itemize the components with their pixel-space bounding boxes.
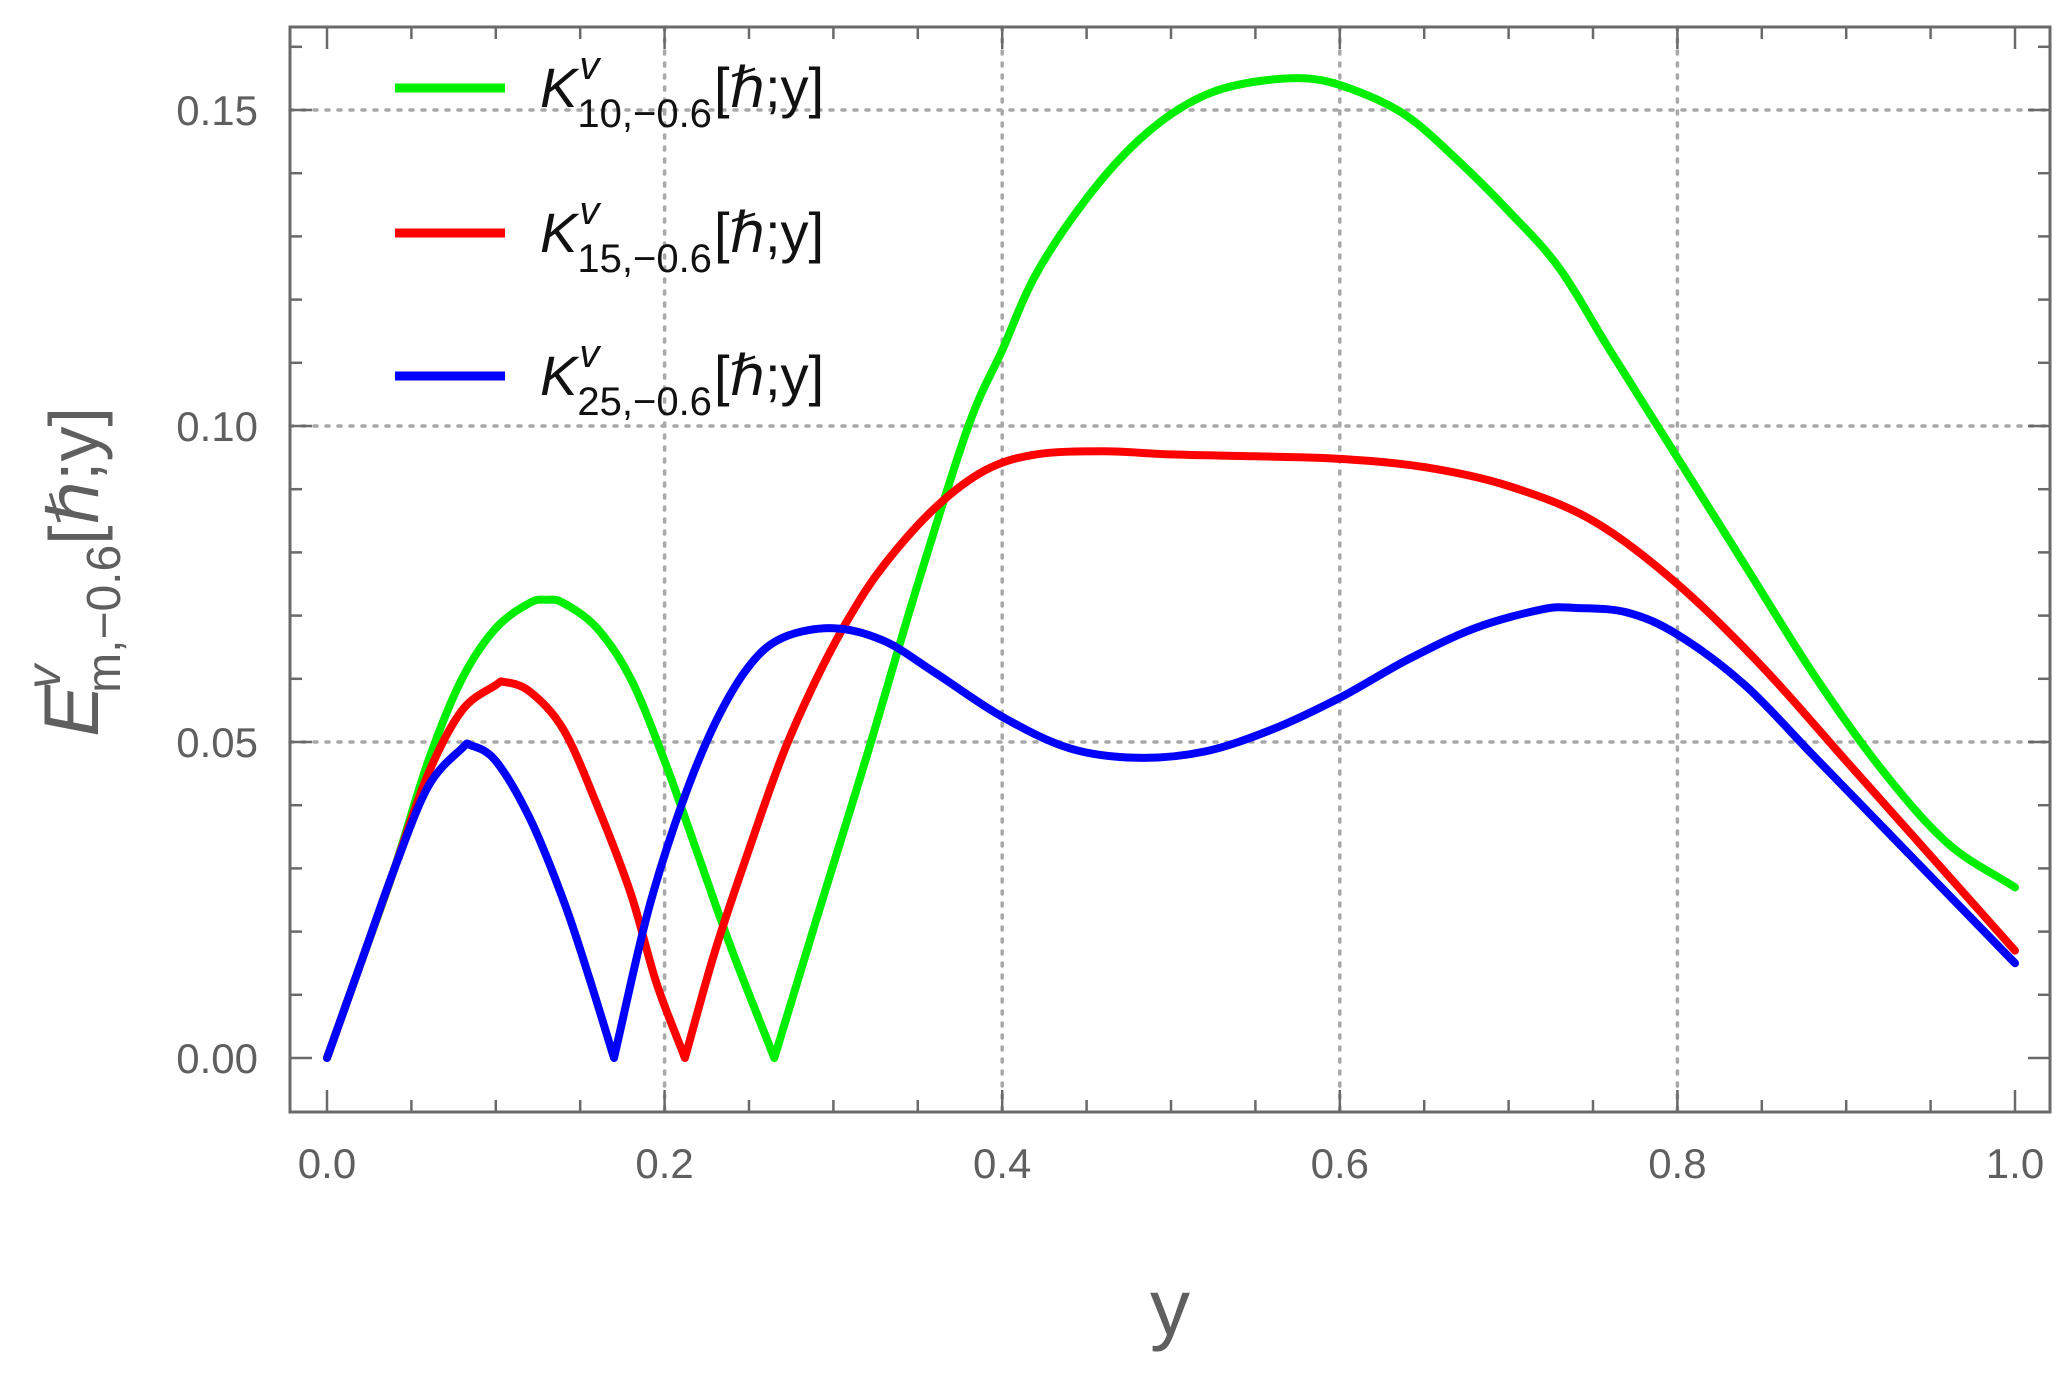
legend-label: Kv 15,−0.6[ℏ;y] <box>540 189 824 281</box>
x-tick-label: 0.4 <box>973 1140 1031 1187</box>
y-tick-label: 0.15 <box>176 87 258 134</box>
x-tick-labels: 0.0 0.2 0.4 0.6 0.8 1.0 <box>298 1140 2044 1187</box>
legend-label-base: K <box>540 201 580 264</box>
legend-label-superscript: v <box>579 332 601 376</box>
y-axis-title-superscript: v <box>18 662 71 689</box>
y-axis-title-base: E <box>27 684 115 737</box>
x-tick-label: 0.8 <box>1648 1140 1706 1187</box>
series-layer <box>323 74 2019 1062</box>
tick-layer <box>290 27 2050 1112</box>
y-axis-title-subscript: m,−0.6 <box>78 545 131 693</box>
x-tick-label: 1.0 <box>1986 1140 2044 1187</box>
legend-item: Kv 15,−0.6[ℏ;y] <box>395 189 824 281</box>
y-tick-label: 0.05 <box>176 719 258 766</box>
legend-label: Kv 10,−0.6[ℏ;y] <box>540 44 824 136</box>
legend-item: Kv 25,−0.6[ℏ;y] <box>395 332 824 424</box>
legend-label-args: [ℏ;y] <box>714 201 824 264</box>
legend-label-superscript: v <box>579 189 601 233</box>
legend-label-args: [ℏ;y] <box>714 56 824 119</box>
legend: Kv 10,−0.6[ℏ;y] Kv 15,−0.6[ℏ;y] Kv 25,−0.6[… <box>395 44 824 424</box>
x-tick-label: 0.2 <box>635 1140 693 1187</box>
legend-label-subscript: 15,−0.6 <box>577 237 712 281</box>
plot-frame <box>288 25 2052 1114</box>
series-line <box>323 447 2019 1062</box>
legend-label: Kv 25,−0.6[ℏ;y] <box>540 332 824 424</box>
y-tick-label: 0.00 <box>176 1035 258 1082</box>
legend-label-subscript: 25,−0.6 <box>577 380 712 424</box>
y-tick-labels: 0.00 0.05 0.10 0.15 <box>176 87 258 1082</box>
legend-label-base: K <box>540 56 580 119</box>
legend-item: Kv 10,−0.6[ℏ;y] <box>395 44 824 136</box>
y-axis-title-args: [ℏ;y] <box>35 407 113 545</box>
series-line <box>323 603 2019 1062</box>
legend-label-subscript: 10,−0.6 <box>577 92 712 136</box>
legend-label-args: [ℏ;y] <box>714 344 824 407</box>
legend-label-base: K <box>540 344 580 407</box>
legend-label-superscript: v <box>579 44 601 88</box>
x-axis-title: y <box>1150 1263 1190 1352</box>
y-tick-label: 0.10 <box>176 403 258 450</box>
series-line <box>323 74 2019 1062</box>
x-tick-label: 0.6 <box>1311 1140 1369 1187</box>
grid-layer <box>288 25 2052 1114</box>
y-axis-title: Ev m,−0.6[ℏ;y] <box>18 407 131 737</box>
x-tick-label: 0.0 <box>298 1140 356 1187</box>
